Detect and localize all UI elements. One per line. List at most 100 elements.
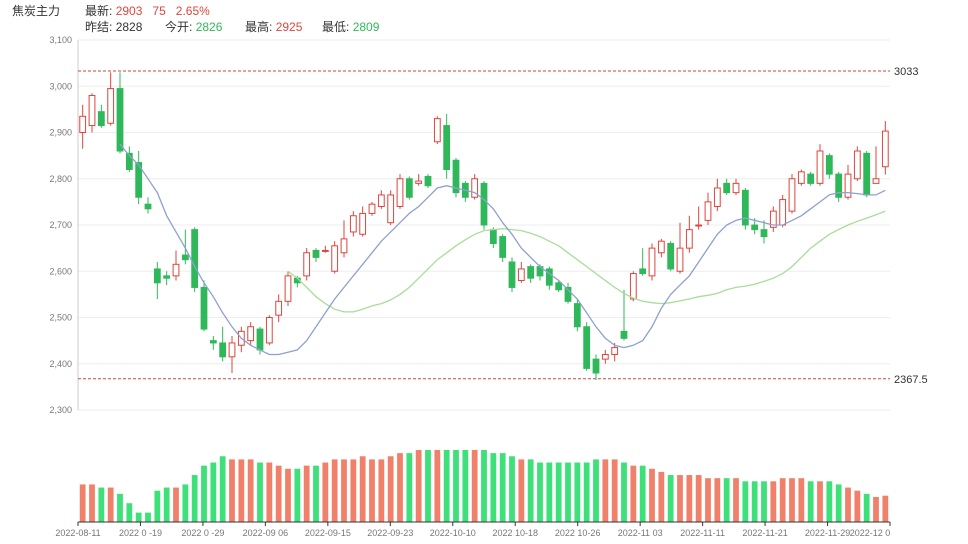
volume-bar [453,450,459,522]
x-tick-label: 2022-10-10 [430,528,476,538]
candle-body [844,173,852,198]
volume-bar [341,459,347,522]
volume-bar [443,450,450,522]
candle-body [639,268,647,275]
candle-body [340,238,348,254]
candle-body [377,194,385,207]
candle-body [573,303,581,328]
candle-body [433,118,441,143]
volume-bar [331,459,338,522]
volume-bar [313,465,319,522]
volume-bar [98,487,105,522]
low-label: 最低: [322,20,350,34]
candle-body [359,212,367,235]
high-quote: 最高: 2925 [245,18,302,35]
prev-close-label: 昨结: [85,20,113,34]
high-value: 2925 [275,20,303,34]
ma-short-line [119,143,886,356]
y-tick-label: 2,300 [49,405,72,415]
volume-bar [705,478,711,522]
prev-close-value: 2828 [115,20,143,34]
candle-body [517,268,525,281]
candle-body [172,263,180,277]
volume-bar [126,503,133,522]
volume-bar [835,484,842,522]
volume-bar [649,468,655,522]
volume-bar [677,475,683,522]
volume-bar [882,495,889,522]
volume-bar [527,459,534,522]
volume-bar [555,462,562,522]
volume-bar [425,450,431,522]
volume-bar [117,493,123,522]
volume-bar [742,481,749,522]
x-tick-label: 2022 0 -19 [119,528,162,538]
candle-body [228,342,236,358]
candle-body [303,252,311,277]
change-percent: 2.65% [175,4,210,18]
x-tick-label: 2022-11-11 [680,528,725,538]
candle-body [443,125,451,170]
instrument-name: 焦炭主力 [12,4,61,18]
candle-body [835,173,843,198]
volume-bar [359,456,366,522]
candle-body [489,229,497,244]
volume-bar [602,459,609,522]
volume-bar [89,484,95,522]
change-value: 75 [152,4,166,18]
volume-bar [714,478,721,522]
volume-bar [201,465,207,522]
candle-body [284,275,292,302]
high-label: 最高: [245,20,273,34]
volume-bar [219,456,226,522]
volume-bar [163,487,170,522]
volume-bar [798,478,805,522]
candle-body [368,203,376,214]
candle-body [135,162,143,198]
candle-body [620,330,628,339]
candle-body [471,178,479,198]
volume-bar [434,450,441,522]
candle-body [741,189,749,226]
y-tick-label: 2,700 [49,220,72,230]
candle-body [676,247,684,272]
volume-bar [789,478,795,522]
candle-body [247,326,255,342]
open-label: 今开: [165,20,193,34]
candle-body [396,178,404,207]
ma-long-line [287,210,886,313]
y-tick-label: 3,000 [49,81,72,91]
candle-body [312,249,320,258]
candle-body [153,268,161,284]
volume-bar [583,462,590,522]
volume-bar [518,459,525,522]
x-tick-label: 2022-09-23 [367,528,413,538]
candle-body [592,358,600,374]
volume-bar [247,459,254,522]
open-quote: 今开: 2826 [165,18,222,35]
candle-body [601,354,609,360]
reference-line-label: 2367.5 [894,374,928,386]
candle-body [667,243,675,270]
volume-bar [723,478,730,522]
candle-body [704,201,712,221]
volume-bar [229,459,235,522]
candle-body [769,210,777,228]
candle-body [751,224,759,231]
volume-bar [154,490,161,522]
candle-body [88,95,96,127]
volume-bar [565,462,571,522]
volume-bar [686,475,693,522]
candle-body [685,229,693,249]
candle-body [256,328,264,351]
y-tick-label: 2,800 [49,174,72,184]
x-tick-label: 2022 10-26 [555,528,601,538]
candle-body [415,180,423,184]
volume-bar [770,481,777,522]
x-tick-label: 2022-09-15 [305,528,351,538]
candle-body [275,300,283,316]
volume-bar [182,484,189,522]
volume-bar [462,450,469,522]
y-tick-label: 2,600 [49,266,72,276]
